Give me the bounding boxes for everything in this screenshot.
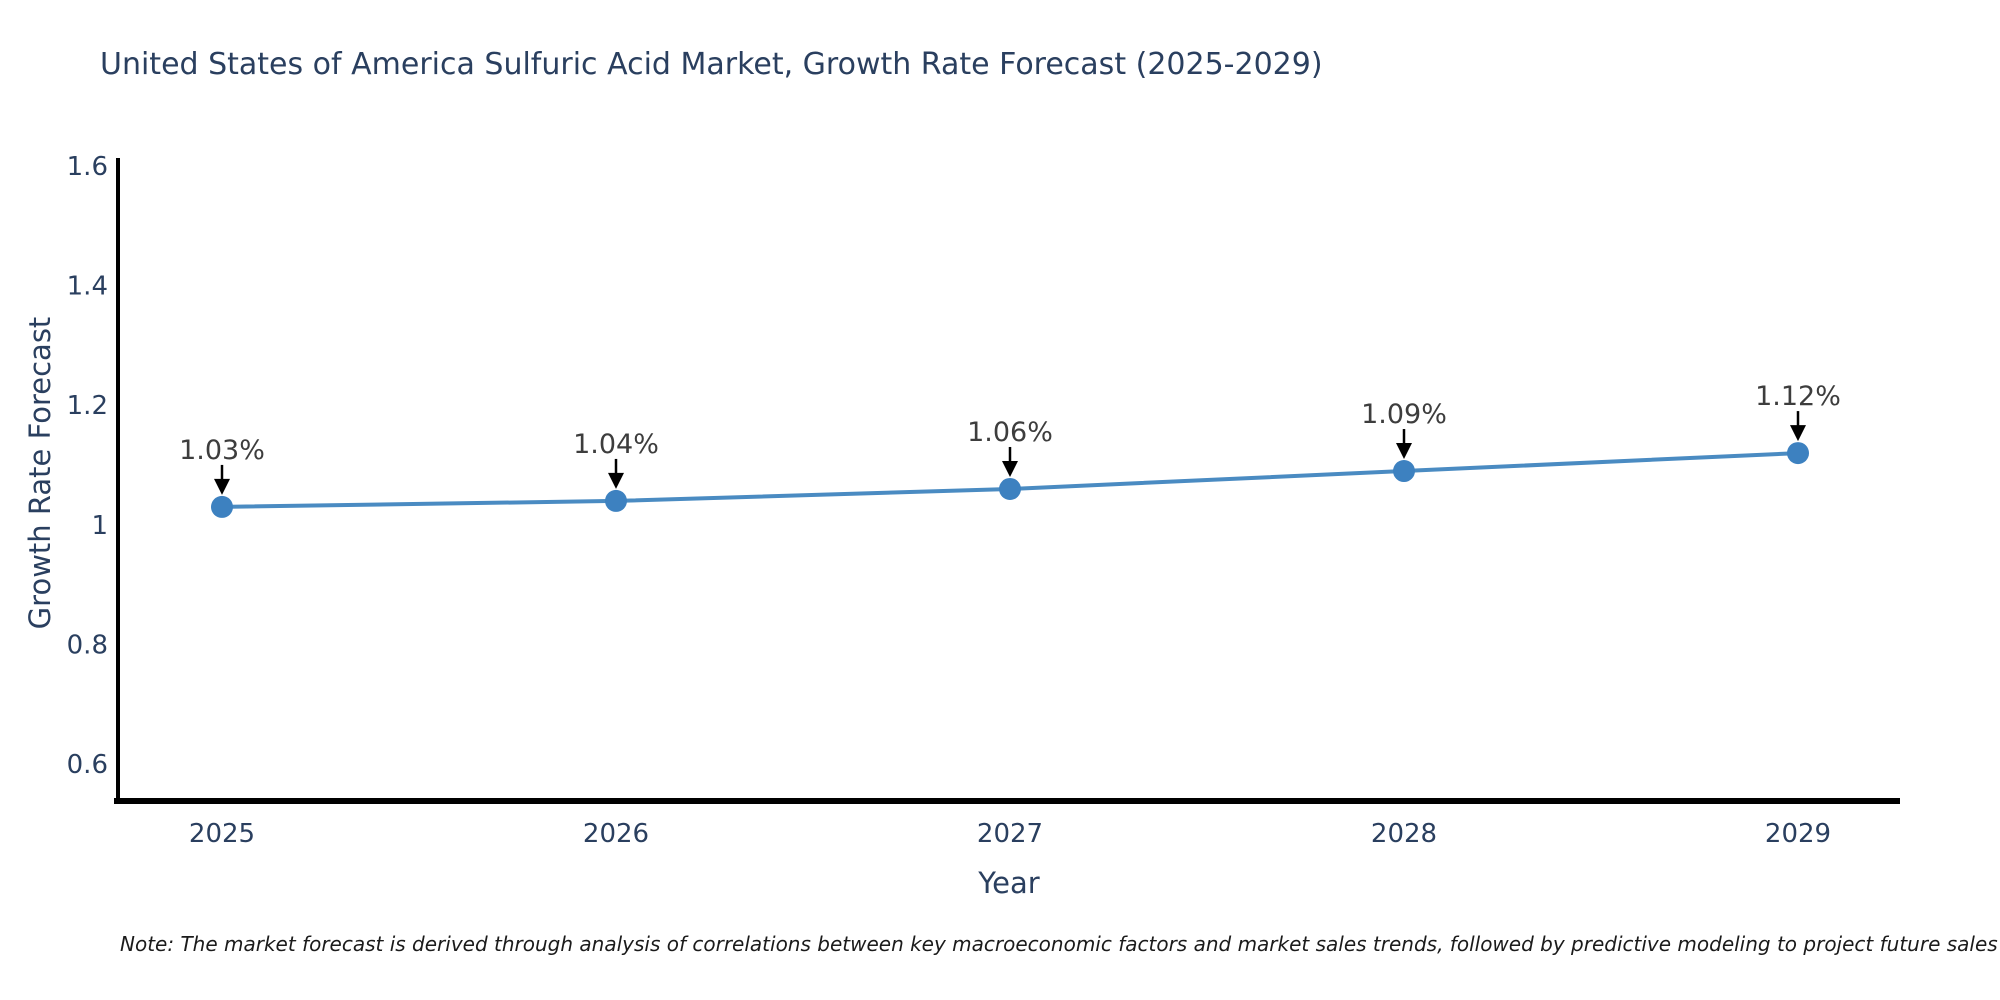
- y-tick-label: 1: [91, 511, 108, 541]
- x-axis-title: Year: [978, 866, 1040, 900]
- x-tick-label: 2026: [583, 819, 649, 849]
- data-point-marker[interactable]: [1787, 442, 1809, 465]
- y-tick-label: 0.8: [67, 630, 108, 660]
- annotation-arrow-head: [608, 472, 624, 489]
- x-tick-label: 2029: [1765, 819, 1831, 849]
- annotation-label: 1.06%: [967, 417, 1053, 448]
- annotation-arrow-head: [1790, 425, 1806, 442]
- y-tick-label: 1.2: [67, 391, 108, 421]
- data-point-marker[interactable]: [605, 489, 627, 512]
- annotation-arrow-head: [1002, 460, 1018, 477]
- chart-title: United States of America Sulfuric Acid M…: [100, 47, 1323, 82]
- annotation-arrow-head: [1396, 443, 1412, 460]
- y-tick-label: 1.4: [67, 272, 108, 302]
- x-tick-label: 2027: [977, 819, 1043, 849]
- y-axis-title: Growth Rate Forecast: [23, 316, 57, 630]
- data-point-marker[interactable]: [211, 495, 233, 518]
- annotation-label: 1.12%: [1755, 381, 1841, 412]
- y-tick-label: 0.6: [67, 750, 108, 780]
- y-tick-label: 1.6: [67, 152, 108, 182]
- annotation-arrow-head: [214, 478, 230, 495]
- annotation-label: 1.03%: [179, 435, 265, 466]
- annotation-label: 1.04%: [573, 429, 659, 460]
- annotation-label: 1.09%: [1361, 399, 1447, 430]
- footnote: Note: The market forecast is derived thr…: [120, 932, 1998, 956]
- x-tick-label: 2025: [189, 819, 255, 849]
- data-point-marker[interactable]: [1393, 460, 1415, 483]
- data-point-marker[interactable]: [999, 477, 1021, 500]
- x-tick-label: 2028: [1371, 819, 1437, 849]
